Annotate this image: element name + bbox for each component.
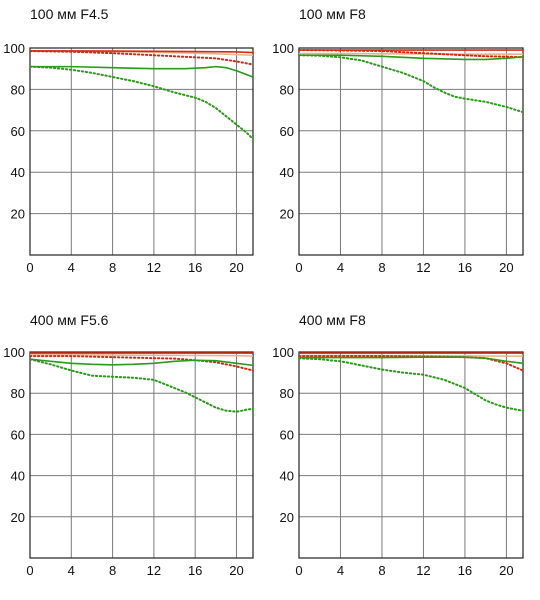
x-tick-label: 0	[295, 563, 302, 578]
x-tick-label: 20	[229, 260, 243, 275]
x-tick-label: 4	[337, 260, 344, 275]
y-tick-label: 60	[11, 427, 25, 442]
x-tick-label: 20	[499, 260, 513, 275]
y-tick-label: 60	[280, 124, 294, 139]
x-tick-label: 16	[188, 563, 202, 578]
plot-frame	[298, 47, 524, 256]
y-tick-label: 100	[3, 345, 25, 360]
y-tick-label: 80	[11, 82, 25, 97]
series-line-1	[299, 52, 523, 56]
chart-panel-3: 400 мм F5.6 0 4 8 12 16 20 20 40 60 80 100	[3, 312, 254, 578]
y-tick-label: 40	[280, 469, 294, 484]
x-tick-label: 0	[295, 260, 302, 275]
x-tick-label: 20	[229, 563, 243, 578]
y-tick-label: 60	[280, 427, 294, 442]
y-tick-label: 20	[11, 510, 25, 525]
series-line-3	[298, 49, 524, 59]
chart-panel-1: 100 мм F4.5 0 4 8 12 16 20 20 40 60 80 100	[3, 6, 254, 275]
y-tick-label: 100	[272, 345, 294, 360]
x-tick-label: 8	[109, 563, 116, 578]
x-tick-label: 4	[337, 563, 344, 578]
x-tick-label: 16	[458, 563, 472, 578]
x-tick-label: 8	[109, 260, 116, 275]
x-tick-label: 12	[147, 563, 161, 578]
series-line-3	[29, 50, 254, 66]
x-tick-label: 16	[188, 260, 202, 275]
series-line-5	[29, 358, 254, 413]
y-tick-label: 100	[272, 41, 294, 56]
x-tick-label: 8	[378, 260, 385, 275]
plot-frame	[29, 47, 254, 256]
y-tick-label: 80	[280, 386, 294, 401]
series-line-4	[30, 65, 254, 78]
series-line-4	[29, 358, 254, 367]
plot-frame	[29, 351, 254, 559]
x-tick-label: 0	[26, 563, 33, 578]
series-line-3	[29, 355, 254, 372]
x-tick-label: 16	[458, 260, 472, 275]
chart-title: 100 мм F4.5	[30, 6, 109, 22]
y-tick-label: 20	[280, 510, 294, 525]
y-tick-label: 40	[11, 469, 25, 484]
x-tick-label: 0	[26, 260, 33, 275]
series-line-5	[298, 54, 524, 114]
series-line-5	[29, 65, 254, 141]
x-tick-label: 12	[147, 260, 161, 275]
y-tick-label: 20	[11, 207, 25, 222]
series-line-4	[299, 54, 524, 61]
chart-title: 100 мм F8	[299, 6, 366, 22]
x-tick-label: 12	[416, 563, 430, 578]
y-tick-label: 40	[280, 165, 294, 180]
x-tick-label: 12	[416, 260, 430, 275]
x-tick-label: 20	[499, 563, 513, 578]
y-tick-label: 40	[11, 165, 25, 180]
y-tick-label: 80	[11, 386, 25, 401]
x-tick-label: 4	[68, 563, 75, 578]
x-tick-label: 8	[378, 563, 385, 578]
y-tick-label: 20	[280, 207, 294, 222]
series-line-4	[299, 356, 524, 365]
series-line-5	[298, 357, 524, 412]
y-tick-label: 100	[3, 41, 25, 56]
chart-panel-4: 400 мм F8 0 4 8 12 16 20 20 40 60 80 100	[272, 312, 524, 578]
plot-frame	[298, 351, 524, 559]
series-line-1	[30, 354, 254, 357]
chart-title: 400 мм F8	[299, 312, 366, 328]
chart-panel-2: 100 мм F8 0 4 8 12 16 20 20 40 60 80 100	[272, 6, 524, 275]
y-tick-label: 60	[11, 124, 25, 139]
y-tick-label: 80	[280, 82, 294, 97]
x-tick-label: 4	[68, 260, 75, 275]
chart-title: 400 мм F5.6	[30, 312, 109, 328]
